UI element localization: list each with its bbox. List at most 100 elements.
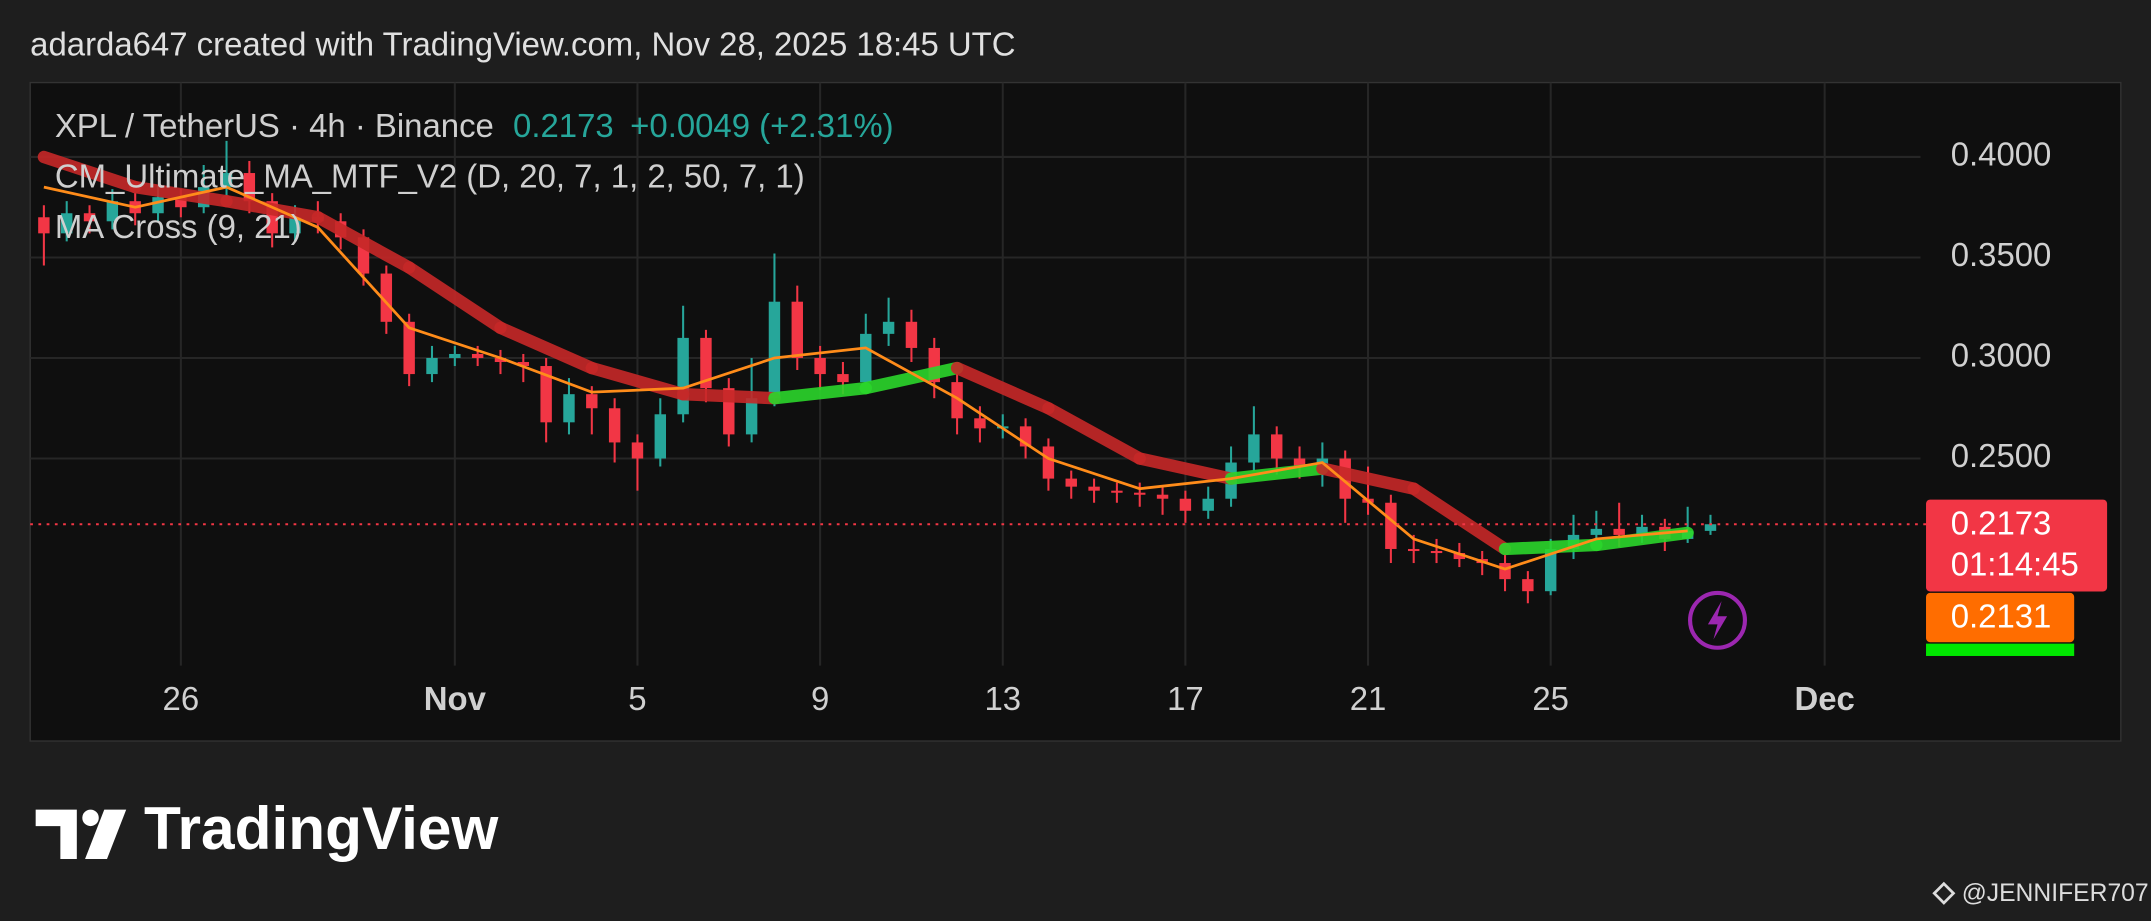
candle-body (1636, 526, 1648, 535)
candle-body (243, 173, 256, 202)
ma-segment (859, 361, 964, 395)
candle-body (1385, 502, 1397, 549)
candle-body (1704, 524, 1717, 531)
header: adarda647 created with TradingView.com, … (30, 26, 1015, 63)
logo-dot (82, 809, 99, 827)
ma-segment (37, 150, 142, 194)
x-tick-label: 21 (1350, 680, 1387, 717)
candle-body (540, 366, 552, 423)
candle-body (654, 414, 667, 459)
last-price: 0.2173 (513, 107, 614, 144)
ma-segment (402, 261, 507, 335)
change: +0.0049 (+2.31%) (630, 107, 893, 144)
candle-body (1111, 490, 1123, 493)
candle-body (951, 382, 963, 419)
plot (37, 140, 1717, 604)
x-tick-label: 25 (1532, 680, 1569, 717)
ma-segment (1407, 482, 1512, 556)
x-tick-label: 5 (628, 680, 646, 717)
chart-panel (29, 81, 2122, 742)
x-tick-label: 9 (811, 680, 829, 717)
ma-badge-strip (1926, 643, 2075, 656)
candle-body (1407, 548, 1420, 552)
candle-body (471, 353, 484, 358)
y-tick-label: 0.3000 (1951, 337, 2052, 374)
candle-body (1248, 434, 1260, 463)
ma-segment (494, 321, 598, 375)
candle-body (768, 301, 781, 399)
candle-body (494, 357, 507, 363)
candle-body (449, 353, 461, 358)
x-tick-label: Nov (424, 680, 487, 717)
y-tick-label: 0.4000 (1951, 136, 2052, 173)
candle-body (563, 394, 575, 423)
candle-body (745, 398, 758, 435)
candle-body (1590, 528, 1603, 535)
candle-body (928, 347, 940, 383)
candle-body (1179, 498, 1192, 511)
logo-mark (35, 809, 77, 860)
candle-body (1293, 458, 1306, 467)
candle-body (403, 321, 415, 375)
ma-segment (129, 180, 233, 208)
ma-segment (220, 195, 325, 224)
candle-body (220, 173, 233, 188)
candle-body (860, 333, 872, 383)
ma-segment (1133, 452, 1238, 485)
candle-body (882, 321, 895, 334)
candle-body (1430, 550, 1443, 554)
candle-body (608, 408, 621, 443)
logo-mark (85, 809, 127, 860)
candle-body (106, 201, 119, 222)
candle-body (1088, 486, 1100, 491)
candle-body (1271, 434, 1283, 459)
candle-body (1019, 426, 1032, 447)
ma-segment (1316, 462, 1420, 495)
ma-segment (768, 381, 872, 405)
indicator-label: MA Cross (9, 21) (55, 208, 302, 245)
candle-body (426, 357, 438, 375)
candle-body (1453, 553, 1466, 560)
overlay: 0.2500 0.3000 0.3500 0.4000 26 Nov 5 9 13 17 21 25 D… (30, 136, 2108, 717)
candle-body (1156, 494, 1169, 499)
candle-body (517, 362, 530, 367)
candle-body (1613, 528, 1625, 535)
ma-segment (1042, 402, 1146, 465)
candle-body (677, 337, 689, 415)
candle-body (1202, 498, 1214, 511)
price-badge-text: 0.2173 (1951, 504, 2052, 541)
candle-body (974, 418, 986, 429)
watermark: @JENNIFER707 (1962, 880, 2149, 907)
legend-symbol-line: XPL / TetherUS · 4h · Binance 0.2173 +0.00… (55, 107, 894, 144)
countdown: 01:14:45 (1951, 546, 2079, 583)
candle-body (837, 374, 849, 383)
y-tick-label: 0.2500 (1951, 437, 2052, 474)
candle-body (152, 197, 164, 214)
candle-body (289, 217, 301, 234)
ma-line (43, 185, 1688, 571)
ma-segment (950, 361, 1055, 415)
candle-body (175, 197, 187, 208)
candle-body (586, 394, 598, 409)
ma-badge-text: 0.2131 (1951, 598, 2052, 635)
indicator-label: CM_Ultimate_MA_MTF_V2 (D, 20, 7, 1, 2, 5… (55, 157, 805, 194)
x-tick-label: 13 (984, 680, 1021, 717)
symbol: XPL / TetherUS · 4h · Binance (55, 107, 494, 144)
candle-body (1499, 563, 1511, 580)
candle-body (38, 217, 50, 234)
candle-body (791, 301, 803, 358)
x-tick-label: 17 (1167, 680, 1204, 717)
ma-segment (311, 211, 416, 274)
x-tick-label: Dec (1794, 680, 1854, 717)
alert-icon[interactable] (1688, 590, 1748, 650)
candle-body (1065, 478, 1077, 487)
watermark-icon (1932, 881, 1956, 905)
logo: TradingView (35, 794, 499, 862)
candle-body (631, 442, 644, 459)
logo-text: TradingView (144, 794, 499, 862)
candle-body (1042, 446, 1055, 479)
x-tick-label: 26 (163, 680, 200, 717)
y-tick-label: 0.3500 (1951, 236, 2052, 273)
candle-body (380, 273, 393, 322)
